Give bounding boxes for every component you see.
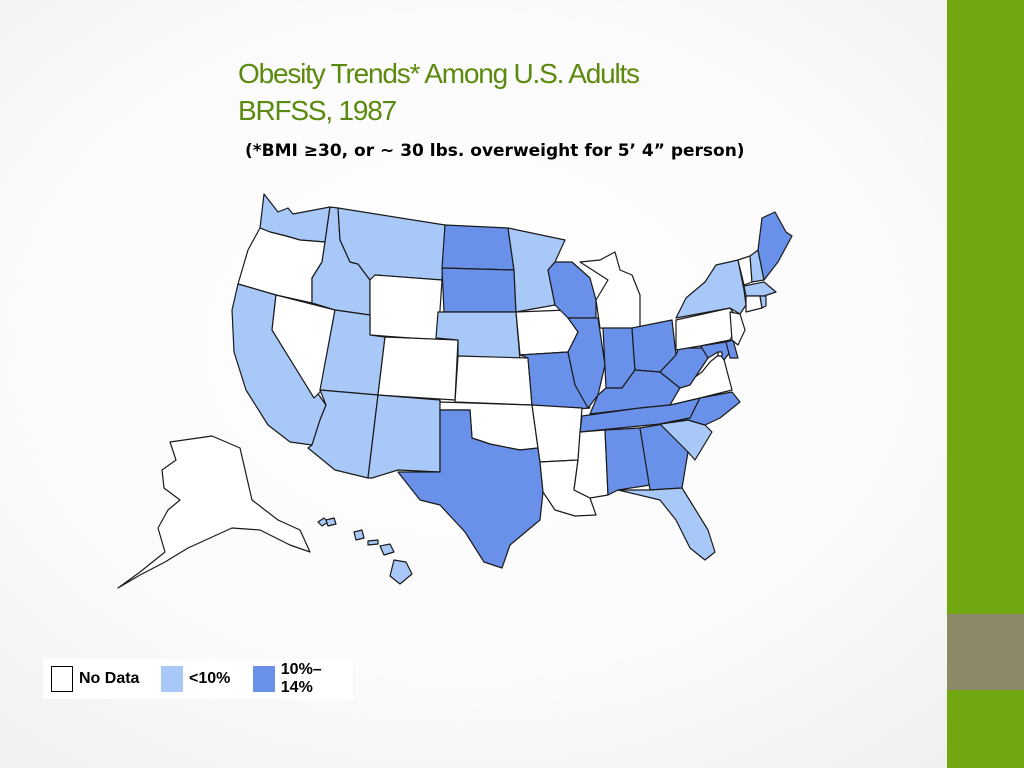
state-AL bbox=[604, 427, 651, 496]
slide-title: Obesity Trends* Among U.S. Adults BRFSS,… bbox=[238, 55, 640, 129]
state-NJ bbox=[729, 311, 746, 346]
legend-swatch-10-14 bbox=[253, 666, 275, 692]
hawaii-island-maui bbox=[379, 543, 395, 556]
state-RI bbox=[759, 295, 767, 309]
state-KS bbox=[454, 355, 533, 406]
legend-label-10-14: 10%–14% bbox=[280, 661, 322, 696]
legend-item-no-data: No Data bbox=[51, 666, 139, 692]
state-CO bbox=[377, 336, 459, 401]
state-MI bbox=[579, 251, 641, 331]
state-IL bbox=[567, 317, 606, 409]
legend-item-10-14: 10%–14% bbox=[253, 661, 353, 696]
legend-label-no-data: No Data bbox=[79, 670, 140, 687]
legend-item-lt10: <10% bbox=[161, 666, 230, 692]
state-WY bbox=[369, 274, 443, 341]
slide-title-line1: Obesity Trends* Among U.S. Adults bbox=[238, 58, 640, 89]
state-MA bbox=[743, 281, 777, 297]
state-NM bbox=[367, 394, 441, 479]
map-legend: No Data <10% 10%–14% bbox=[43, 659, 353, 699]
state-TX bbox=[397, 409, 544, 569]
hawaii-island-molokai bbox=[367, 539, 379, 546]
state-AK bbox=[117, 435, 311, 589]
hawaii-island-oahu bbox=[353, 529, 365, 541]
legend-swatch-no-data bbox=[51, 666, 73, 692]
state-HI bbox=[317, 517, 413, 585]
state-MS bbox=[573, 429, 609, 499]
slide-subtitle: (*BMI ≥30, or ~ 30 lbs. overweight for 5… bbox=[245, 141, 745, 161]
state-SD bbox=[441, 267, 517, 313]
legend-label-lt10: <10% bbox=[189, 670, 231, 687]
legend-swatch-lt10 bbox=[161, 666, 183, 692]
hawaii-island-kauai bbox=[325, 517, 337, 527]
hawaii-island-big bbox=[389, 559, 413, 585]
state-AR bbox=[531, 404, 583, 463]
state-NC bbox=[659, 391, 741, 426]
state-WI bbox=[547, 261, 597, 319]
state-ME bbox=[757, 211, 793, 281]
us-obesity-map bbox=[117, 193, 793, 589]
state-ND bbox=[441, 224, 515, 271]
state-CT bbox=[745, 295, 763, 313]
state-FL bbox=[617, 487, 716, 561]
side-bar-accent bbox=[947, 614, 1024, 690]
state-DE bbox=[725, 339, 739, 359]
state-DC bbox=[717, 351, 723, 357]
state-NY bbox=[675, 259, 747, 319]
slide-title-line2: BRFSS, 1987 bbox=[238, 95, 397, 126]
